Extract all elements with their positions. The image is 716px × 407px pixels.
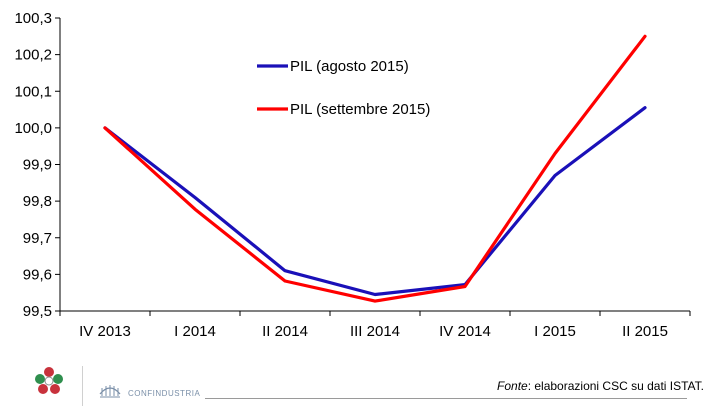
- line-chart: 99,5 99,6 99,7 99,8 99,9 100,0 100,1 100,2 100,3…: [14, 10, 691, 340]
- legend-label-2: PIL (settembre 2015): [290, 101, 430, 118]
- x-tick-label: II 2014: [262, 323, 308, 340]
- csc-emblem-icon: [35, 367, 63, 394]
- series-line-2: [103, 34, 647, 303]
- x-tick-label: III 2014: [350, 323, 400, 340]
- chart-series: [103, 34, 647, 303]
- footer-rule: [205, 398, 687, 399]
- chart-legend: PIL (agosto 2015) PIL (settembre 2015): [257, 58, 430, 118]
- y-tick-label: 100,1: [14, 83, 52, 100]
- x-tick-label: I 2015: [534, 323, 576, 340]
- y-tick-label: 99,7: [23, 230, 52, 247]
- org-name: CONFINDUSTRIA: [128, 389, 201, 398]
- confindustria-logo-icon: [99, 385, 121, 398]
- y-axis-ticks: 99,5 99,6 99,7 99,8 99,9 100,0 100,1 100,2 100,3: [14, 10, 60, 320]
- y-tick-label: 99,5: [23, 303, 52, 320]
- legend-label-1: PIL (agosto 2015): [290, 58, 409, 75]
- y-tick-label: 100,3: [14, 10, 52, 27]
- y-tick-label: 99,9: [23, 157, 52, 174]
- y-tick-label: 99,8: [23, 193, 52, 210]
- series-line-1: [103, 106, 647, 297]
- x-tick-label: I 2014: [174, 323, 216, 340]
- y-tick-label: 100,0: [14, 120, 52, 137]
- x-tick-label: II 2015: [622, 323, 668, 340]
- source-text: : elaborazioni CSC su dati ISTAT.: [527, 379, 704, 393]
- source-note: Fonte: elaborazioni CSC su dati ISTAT.: [497, 379, 704, 393]
- y-tick-label: 100,2: [14, 47, 52, 64]
- x-axis-ticks: IV 2013 I 2014 II 2014 III 2014 IV 2014 I 201…: [59, 311, 691, 340]
- y-tick-label: 99,6: [23, 266, 52, 283]
- x-tick-label: IV 2014: [439, 323, 491, 340]
- source-label: Fonte: [497, 379, 528, 393]
- logo-divider: [82, 366, 83, 406]
- x-tick-label: IV 2013: [79, 323, 131, 340]
